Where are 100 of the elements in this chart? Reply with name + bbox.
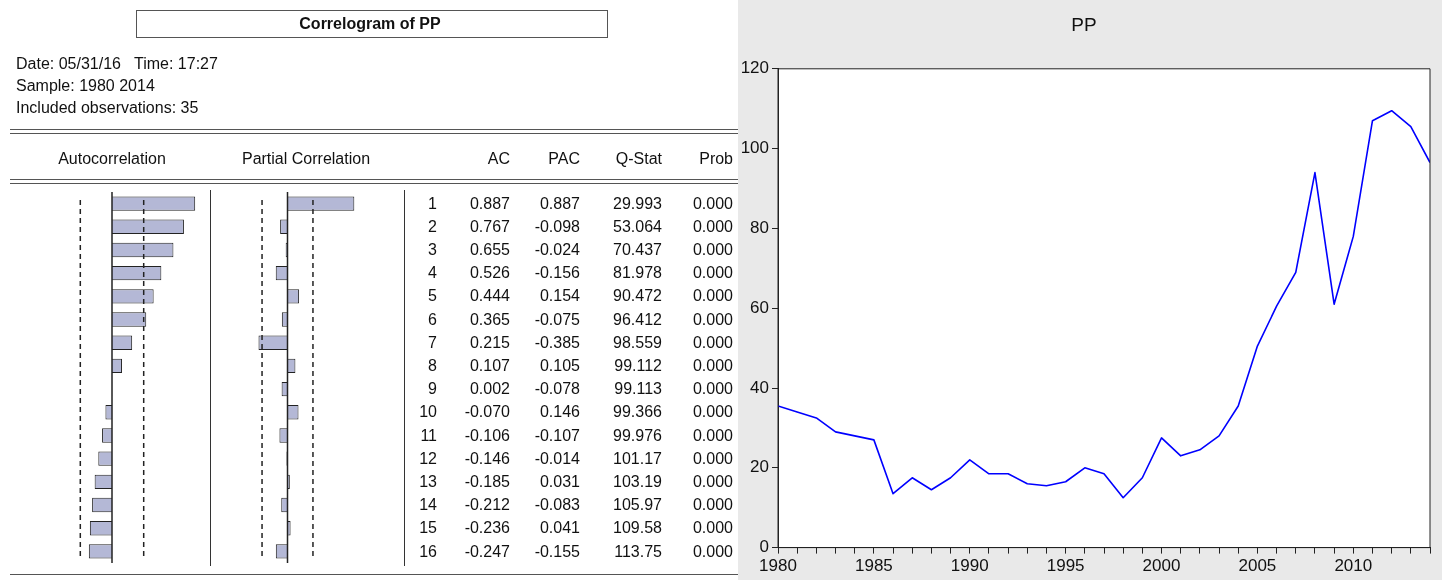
data-label: -0.070	[464, 403, 510, 421]
data-label: -0.078	[534, 380, 580, 398]
text: 105.97	[613, 496, 662, 514]
data-label: -0.212	[464, 496, 510, 514]
y-tick-label: 13	[418, 472, 437, 492]
text: 0.000	[692, 287, 733, 305]
text: 99.112	[614, 357, 662, 374]
y-tick-label: 8	[427, 356, 437, 376]
data-label: 0.444	[469, 287, 510, 305]
x-tick-label: 1980	[759, 556, 797, 576]
data-label: 0.215	[469, 333, 510, 351]
text: 99.366	[613, 403, 662, 421]
text: 0.000	[692, 403, 733, 421]
y-tick-label: 100	[740, 138, 769, 158]
x-tick-label: 1995	[1046, 556, 1085, 576]
data-label: -0.014	[534, 449, 580, 467]
data-label: -0.075	[534, 310, 580, 328]
data-label: -0.146	[464, 449, 510, 467]
text: 99.113	[614, 380, 662, 398]
y-tick-label: 9	[427, 379, 437, 400]
y-tick-label: 14	[418, 495, 437, 516]
y-tick-label: 1	[427, 193, 437, 214]
y-tick-label: 4	[427, 263, 437, 284]
y-tick-label: 15	[418, 518, 437, 539]
text: AC	[486, 149, 510, 169]
data-label: 0.365	[469, 310, 510, 328]
text: 0.000	[692, 496, 733, 514]
data-label: -0.185	[464, 473, 510, 490]
text: 98.559	[613, 333, 662, 351]
y-tick-label: 20	[750, 457, 769, 477]
data-label: 0.105	[539, 357, 580, 374]
x-tick-label: 2010	[1334, 556, 1373, 576]
text: 0.000	[692, 449, 733, 467]
text: 0.000	[692, 217, 733, 235]
chart-title: Partial Correlation	[240, 149, 372, 169]
text: 96.412	[613, 310, 662, 328]
chart-title: PP	[1071, 13, 1097, 35]
text: 0.000	[692, 241, 733, 258]
data-label: -0.098	[534, 217, 580, 235]
y-tick-label: 7	[427, 332, 437, 353]
data-label: 0.146	[539, 403, 580, 421]
y-tick-label: 12	[418, 448, 437, 469]
y-tick-label: 60	[750, 297, 769, 317]
text: Prob	[699, 150, 733, 167]
data-label: -0.024	[534, 241, 580, 258]
y-tick-label: 10	[418, 402, 437, 423]
text: 0.000	[692, 310, 733, 328]
text: 0.000	[692, 333, 733, 351]
data-label: 0.041	[539, 519, 580, 537]
chart-title: Autocorrelation	[57, 149, 167, 169]
text: Included observations: 35	[16, 98, 199, 118]
text: 0.000	[692, 542, 733, 560]
data-label: 0.154	[539, 287, 580, 305]
text: 109.58	[613, 519, 662, 537]
data-label: 0.655	[469, 241, 510, 258]
x-tick-label: 2005	[1238, 556, 1277, 576]
data-label: -0.106	[464, 426, 510, 444]
text: 0.000	[692, 264, 733, 282]
y-tick-label: 80	[750, 218, 769, 238]
data-label: 0.887	[539, 194, 580, 212]
data-label: 0.526	[469, 264, 510, 282]
text: 113.75	[614, 542, 662, 560]
text: 0.000	[692, 357, 733, 374]
text: 90.472	[613, 287, 662, 305]
y-tick-label: 0	[759, 537, 769, 557]
data-label: -0.385	[534, 333, 580, 351]
text: 70.437	[613, 241, 662, 258]
x-tick-label: 1990	[950, 556, 989, 576]
text: Q-Stat	[615, 150, 662, 167]
text: 81.978	[613, 264, 662, 282]
data-label: -0.107	[534, 426, 580, 444]
y-tick-label: 11	[419, 425, 437, 446]
x-tick-label: 1985	[854, 556, 893, 576]
y-tick-label: 3	[427, 240, 437, 260]
y-tick-label: 2	[427, 216, 437, 237]
text: 0.000	[692, 519, 733, 537]
text: Date: 05/31/16 Time: 17:27	[16, 54, 218, 74]
data-label: -0.155	[534, 542, 580, 560]
text: PAC	[548, 150, 580, 167]
data-label: -0.236	[464, 519, 510, 537]
x-tick-label: 2000	[1142, 556, 1181, 576]
data-label: -0.247	[464, 542, 510, 560]
text: 0.000	[692, 380, 733, 398]
data-label: 0.887	[469, 194, 510, 212]
text: 99.976	[613, 426, 662, 444]
y-tick-label: 40	[750, 377, 769, 397]
text: 101.17	[613, 449, 662, 467]
y-tick-label: 16	[418, 541, 437, 562]
y-tick-label: 120	[740, 58, 769, 78]
data-label: 0.002	[469, 380, 510, 398]
text: 0.000	[692, 194, 733, 212]
text: Correlogram of PP	[298, 14, 442, 34]
data-label: 0.107	[469, 357, 510, 374]
data-label: -0.083	[534, 496, 580, 514]
text: 53.064	[613, 217, 662, 235]
data-label: 0.031	[539, 473, 580, 490]
text: 0.000	[692, 426, 733, 444]
text: 103.19	[613, 473, 662, 490]
text: 29.993	[613, 194, 662, 212]
data-label: 0.767	[469, 217, 510, 235]
